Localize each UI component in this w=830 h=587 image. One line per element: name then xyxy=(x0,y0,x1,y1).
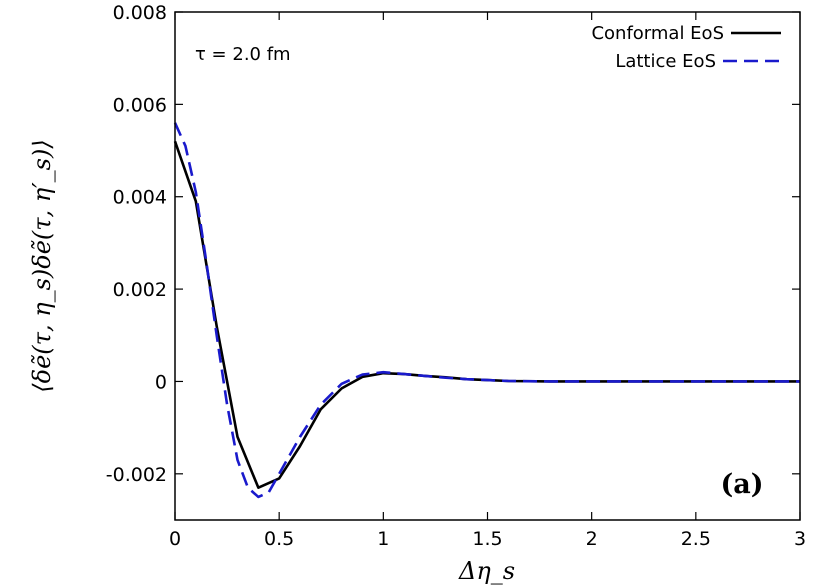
x-tick-label: 3 xyxy=(794,528,806,550)
x-tick-label: 0 xyxy=(169,528,181,550)
y-axis-title: ⟨δẽ(τ, η_s)δẽ(τ, η′_s)⟩ xyxy=(28,139,56,392)
y-tick-label: 0.006 xyxy=(113,94,167,116)
y-tick-label: -0.002 xyxy=(106,464,167,486)
series-layer xyxy=(173,122,800,499)
series-line-lattice xyxy=(173,122,800,499)
ticks-layer: 0 0.5 1 1.5 2 2.5 3 -0.002 0 0.002 0.004 0.006 0.008 xyxy=(106,2,806,550)
x-tick-label: 2.5 xyxy=(681,528,711,550)
x-tick-label: 2 xyxy=(586,528,598,550)
legend-label-lattice: Lattice EoS xyxy=(615,51,716,72)
y-tick-label: 0.008 xyxy=(113,2,167,24)
legend-label-conformal: Conformal EoS xyxy=(591,23,724,44)
time-annotation: τ = 2.0 fm xyxy=(195,44,291,65)
legend: Conformal EoS Lattice EoS xyxy=(591,23,781,72)
x-tick-label: 1 xyxy=(377,528,389,550)
y-tick-label: 0.004 xyxy=(113,187,167,209)
x-tick-label: 1.5 xyxy=(472,528,502,550)
y-tick-label: 0.002 xyxy=(113,279,167,301)
panel-label: (a) xyxy=(720,469,763,500)
y-tick-label: 0 xyxy=(155,371,167,393)
x-tick-label: 0.5 xyxy=(264,528,294,550)
x-axis-title: Δη_s xyxy=(458,557,515,585)
series-line-conformal xyxy=(173,140,800,489)
plot-frame xyxy=(174,11,801,521)
